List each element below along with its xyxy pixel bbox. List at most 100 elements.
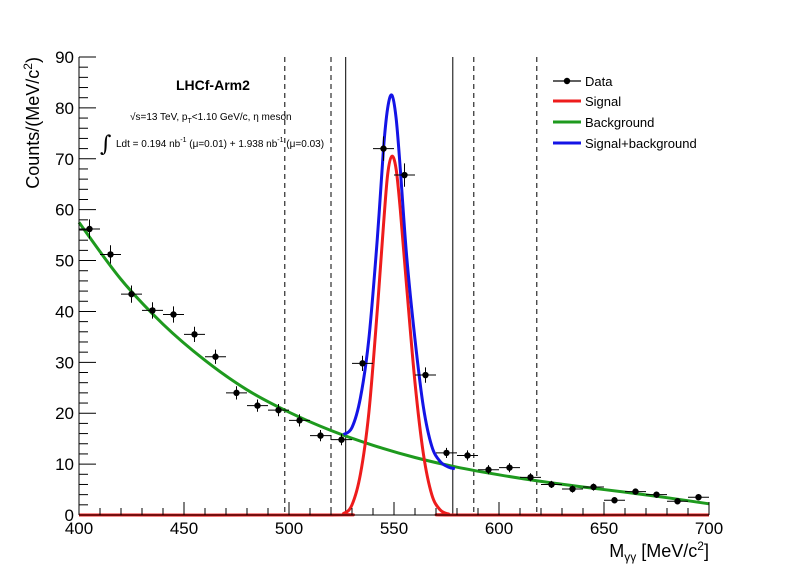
energy-label: =13 TeV, p <box>141 112 188 123</box>
legend-item-signal-plus-background: Signal+background <box>553 136 697 151</box>
sqrt-s-label: √s <box>130 111 141 123</box>
data-marker <box>380 145 387 152</box>
tick-labels: 400 450 500 550 600 650 700 0 10 20 30 40 50 60 70 80 90 <box>55 48 723 538</box>
y-axis-title-sup: 2 <box>21 63 35 70</box>
legend-data-marker <box>563 77 571 85</box>
cut-label: <1.10 GeV/c, η meson <box>192 112 292 123</box>
data-point-28 <box>667 498 688 505</box>
data-point-23 <box>562 485 583 493</box>
data-point-21 <box>520 473 541 482</box>
y-tick-label: 0 <box>65 506 74 525</box>
data-marker <box>569 485 576 493</box>
y-tick-label: 60 <box>55 201 74 220</box>
legend-background-label: Background <box>585 115 654 130</box>
data-marker <box>611 497 618 504</box>
luminosity-label: Ldt = 0.194 nb-1 (μ=0.01) + 1.938 nb-1 (… <box>116 137 324 150</box>
x-tick-label: 600 <box>485 519 513 538</box>
x-tick-label: 500 <box>275 519 303 538</box>
data-marker <box>527 474 534 481</box>
luminosity-b: (μ=0.01) + 1.938 nb <box>186 139 277 150</box>
data-point-12 <box>331 434 352 446</box>
data-marker <box>548 481 555 488</box>
legend-signal-plus-background-label: Signal+background <box>585 136 697 151</box>
x-tick-label: 450 <box>170 519 198 538</box>
data-marker <box>212 353 219 360</box>
signal-curve <box>78 154 710 517</box>
data-marker <box>674 498 681 505</box>
data-marker <box>275 406 282 414</box>
data-marker <box>485 466 492 473</box>
experiment-title: LHCf-Arm2 <box>176 77 250 93</box>
data-marker <box>338 436 345 443</box>
luminosity-sup-2: -1 <box>277 137 283 144</box>
y-tick-label: 20 <box>55 404 74 423</box>
data-marker <box>128 290 135 298</box>
data-point-18 <box>457 450 478 461</box>
data-marker <box>653 491 660 498</box>
x-tick-label: 700 <box>695 519 723 538</box>
data-marker <box>422 371 429 379</box>
data-marker <box>233 389 240 397</box>
luminosity-sup-1: -1 <box>180 137 186 144</box>
x-tick-label: 400 <box>65 519 93 538</box>
data-points <box>79 136 709 505</box>
data-marker <box>443 449 450 457</box>
data-point-25 <box>604 497 625 504</box>
fit-curves <box>77 93 710 517</box>
vertical-window-lines <box>284 57 538 515</box>
x-axis-title-unit-close: ] <box>704 541 709 561</box>
data-marker <box>296 417 303 424</box>
y-tick-label: 30 <box>55 353 74 372</box>
data-point-22 <box>541 480 562 489</box>
data-point-29 <box>688 493 709 501</box>
data-marker <box>632 488 639 495</box>
data-point-15 <box>394 163 415 187</box>
y-tick-label: 40 <box>55 302 74 321</box>
x-axis-title-unit-sup: 2 <box>697 539 704 553</box>
legend-item-data: Data <box>553 74 613 89</box>
data-marker <box>107 251 114 258</box>
kinematics-label: √s=13 TeV, pT<1.10 GeV/c, η meson <box>130 111 292 125</box>
data-marker <box>359 360 366 367</box>
data-point-16 <box>415 367 436 383</box>
legend-item-background: Background <box>553 115 654 130</box>
data-point-19 <box>478 465 499 475</box>
data-point-8 <box>247 399 268 412</box>
x-axis-title-main: M <box>609 541 624 561</box>
data-point-10 <box>289 414 310 427</box>
y-axis-title-close: ) <box>23 57 43 63</box>
data-point-6 <box>205 349 226 364</box>
data-point-2 <box>121 285 142 303</box>
data-marker <box>86 225 93 233</box>
data-point-9 <box>268 404 289 417</box>
integral-sign: ∫ <box>100 132 112 157</box>
data-point-5 <box>184 326 205 342</box>
x-axis-title: Mγγ [MeV/c2] <box>609 539 709 564</box>
data-point-0 <box>79 219 100 239</box>
y-axis-title-main: Counts/(MeV/c <box>23 70 43 189</box>
data-point-27 <box>646 491 667 498</box>
data-marker <box>149 307 156 314</box>
data-marker <box>191 331 198 338</box>
legend-signal-label: Signal <box>585 94 621 109</box>
x-axis-title-sub: γγ <box>624 550 636 564</box>
data-point-7 <box>226 386 247 400</box>
y-tick-label: 90 <box>55 48 74 67</box>
luminosity-a: Ldt = 0.194 nb <box>116 139 181 150</box>
data-marker <box>590 483 597 491</box>
y-tick-label: 50 <box>55 252 74 271</box>
data-marker <box>317 432 324 439</box>
legend-item-signal: Signal <box>553 94 621 109</box>
data-point-3 <box>142 302 163 319</box>
legend-data-label: Data <box>585 74 613 89</box>
data-point-20 <box>499 463 520 473</box>
data-marker <box>254 402 261 409</box>
luminosity-c: (μ=0.03) <box>284 139 325 150</box>
data-point-11 <box>310 430 331 442</box>
y-tick-label: 10 <box>55 455 74 474</box>
pt-subscript: T <box>188 118 193 125</box>
data-point-24 <box>583 483 604 491</box>
data-point-17 <box>436 447 457 459</box>
data-point-14 <box>373 136 394 161</box>
